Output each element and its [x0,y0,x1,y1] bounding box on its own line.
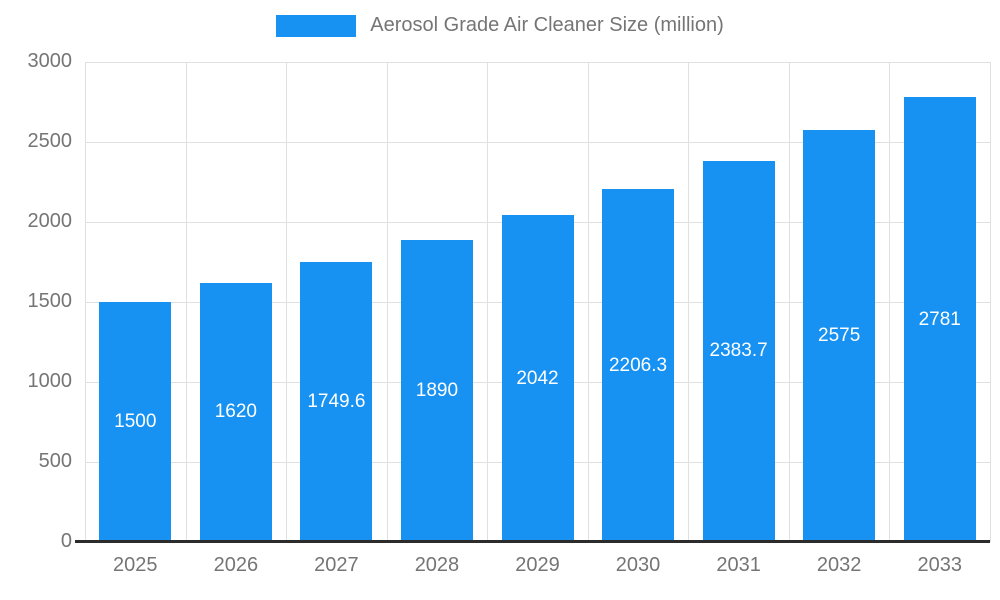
bar-value-label: 2575 [818,325,861,346]
bar-value-label: 2042 [516,367,559,389]
gridline-vertical [688,62,690,542]
bar-2025[interactable]: 1500 [99,302,172,542]
bar-2030[interactable]: 2206.3 [602,189,675,542]
gridline-vertical [487,62,489,542]
bar-2031[interactable]: 2383.7 [702,160,775,542]
gridline-vertical [85,62,86,542]
y-tick-label: 500 [38,450,72,472]
x-axis-label: 2026 [213,554,259,576]
gridline-horizontal [85,142,990,143]
plot-area: 1500 1620 1749.6 1890 2042 2206.3 2383.7 2575 27… [75,62,991,543]
gridline-vertical [587,62,589,542]
x-axis-label: 2027 [314,554,359,576]
bar-value-label: 2206.3 [608,354,668,376]
bar-value-label: 1620 [214,401,257,423]
legend-swatch [276,14,357,37]
bar-2032[interactable]: 2575 [803,130,876,542]
y-tick-label: 2000 [27,210,73,232]
x-axis-label: 2028 [414,554,460,576]
bar-value-label: 2781 [918,308,961,330]
gridline-horizontal [85,62,990,63]
bar-value-label: 1500 [114,411,157,432]
gridline-vertical [788,62,790,542]
legend: Aerosol Grade Air Cleaner Size (million) [0,14,1000,37]
y-tick-label: 3000 [27,50,73,72]
y-tick-label: 2500 [27,130,73,152]
bar-2026[interactable]: 1620 [199,282,272,542]
legend-label: Aerosol Grade Air Cleaner Size (million) [370,14,724,36]
gridline-vertical [286,62,288,542]
x-axis-line [75,540,990,543]
gridline-vertical [889,62,891,542]
bar-2033[interactable]: 2781 [903,97,976,542]
y-tick-label: 1000 [27,370,73,392]
x-axis-label: 2033 [917,554,962,576]
bar-value-label: 1749.6 [307,391,366,413]
x-axis-label: 2031 [716,554,761,576]
y-tick-label: 1500 [27,290,73,312]
gridline-vertical [386,62,388,542]
x-axis-label: 2032 [816,554,862,576]
x-axis-label: 2025 [113,554,158,576]
gridline-vertical [990,62,991,542]
bar-2027[interactable]: 1749.6 [300,262,373,542]
gridline-vertical [185,62,187,542]
bar-2028[interactable]: 1890 [400,239,473,542]
y-tick-label: 0 [60,530,72,552]
bar-value-label: 2383.7 [709,340,768,362]
bar-2029[interactable]: 2042 [501,215,574,542]
x-axis-label: 2030 [615,554,661,576]
bar-value-label: 1890 [415,379,459,401]
x-axis-label: 2029 [515,554,560,576]
